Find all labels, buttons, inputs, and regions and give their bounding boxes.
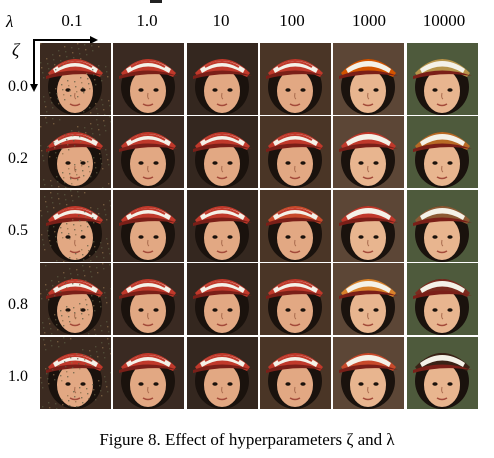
lambda-label-5: 10000 xyxy=(422,11,466,30)
face-image-z3-l3 xyxy=(260,263,331,335)
lambda-axis-line xyxy=(34,39,92,41)
face-image-z1-l2 xyxy=(187,116,258,188)
face-image-z0-l0 xyxy=(40,43,111,115)
zeta-label-4: 1.0 xyxy=(8,368,28,385)
face-image-z3-l5 xyxy=(407,263,478,335)
face-image-z0-l5 xyxy=(407,43,478,115)
zeta-label-1: 0.2 xyxy=(8,150,28,167)
lambda-label-0: 0.1 xyxy=(61,11,83,30)
zeta-label-2: 0.5 xyxy=(8,222,28,239)
face-image-z1-l4 xyxy=(333,116,404,188)
face-image-z2-l1 xyxy=(113,190,184,262)
face-image-z2-l2 xyxy=(187,190,258,262)
face-image-z2-l5 xyxy=(407,190,478,262)
face-image-z0-l2 xyxy=(187,43,258,115)
face-image-z4-l3 xyxy=(260,337,331,409)
lambda-label-3: 100 xyxy=(279,11,305,30)
face-image-z3-l2 xyxy=(187,263,258,335)
zeta-axis-symbol: ζ xyxy=(12,40,20,60)
lambda-axis-symbol: λ xyxy=(6,12,14,31)
face-image-z3-l4 xyxy=(333,263,404,335)
face-image-z0-l4 xyxy=(333,43,404,115)
face-image-z4-l4 xyxy=(333,337,404,409)
face-image-z0-l1 xyxy=(113,43,184,115)
face-image-z4-l5 xyxy=(407,337,478,409)
face-image-z0-l3 xyxy=(260,43,331,115)
face-image-z1-l3 xyxy=(260,116,331,188)
face-image-z2-l3 xyxy=(260,190,331,262)
face-image-z2-l0 xyxy=(40,190,111,262)
lambda-label-2: 10 xyxy=(212,11,230,30)
lambda-label-4: 1000 xyxy=(352,11,386,30)
face-image-z4-l1 xyxy=(113,337,184,409)
face-image-z2-l4 xyxy=(333,190,404,262)
face-image-z1-l0 xyxy=(40,116,111,188)
zeta-label-3: 0.8 xyxy=(8,296,28,313)
lambda-axis-arrow-icon xyxy=(90,36,98,44)
lambda-label-1: 1.0 xyxy=(136,11,158,30)
cropped-text-fragment xyxy=(150,0,162,3)
zeta-label-0: 0.0 xyxy=(8,78,28,95)
zeta-axis-arrow-icon xyxy=(30,84,38,92)
image-grid xyxy=(40,43,480,410)
face-image-z3-l1 xyxy=(113,263,184,335)
face-image-z4-l2 xyxy=(187,337,258,409)
face-image-z4-l0 xyxy=(40,337,111,409)
face-image-z1-l1 xyxy=(113,116,184,188)
face-image-z3-l0 xyxy=(40,263,111,335)
figure-caption: Figure 8. Effect of hyperparameters ζ an… xyxy=(99,430,395,449)
zeta-axis-line xyxy=(33,39,35,86)
face-image-z1-l5 xyxy=(407,116,478,188)
